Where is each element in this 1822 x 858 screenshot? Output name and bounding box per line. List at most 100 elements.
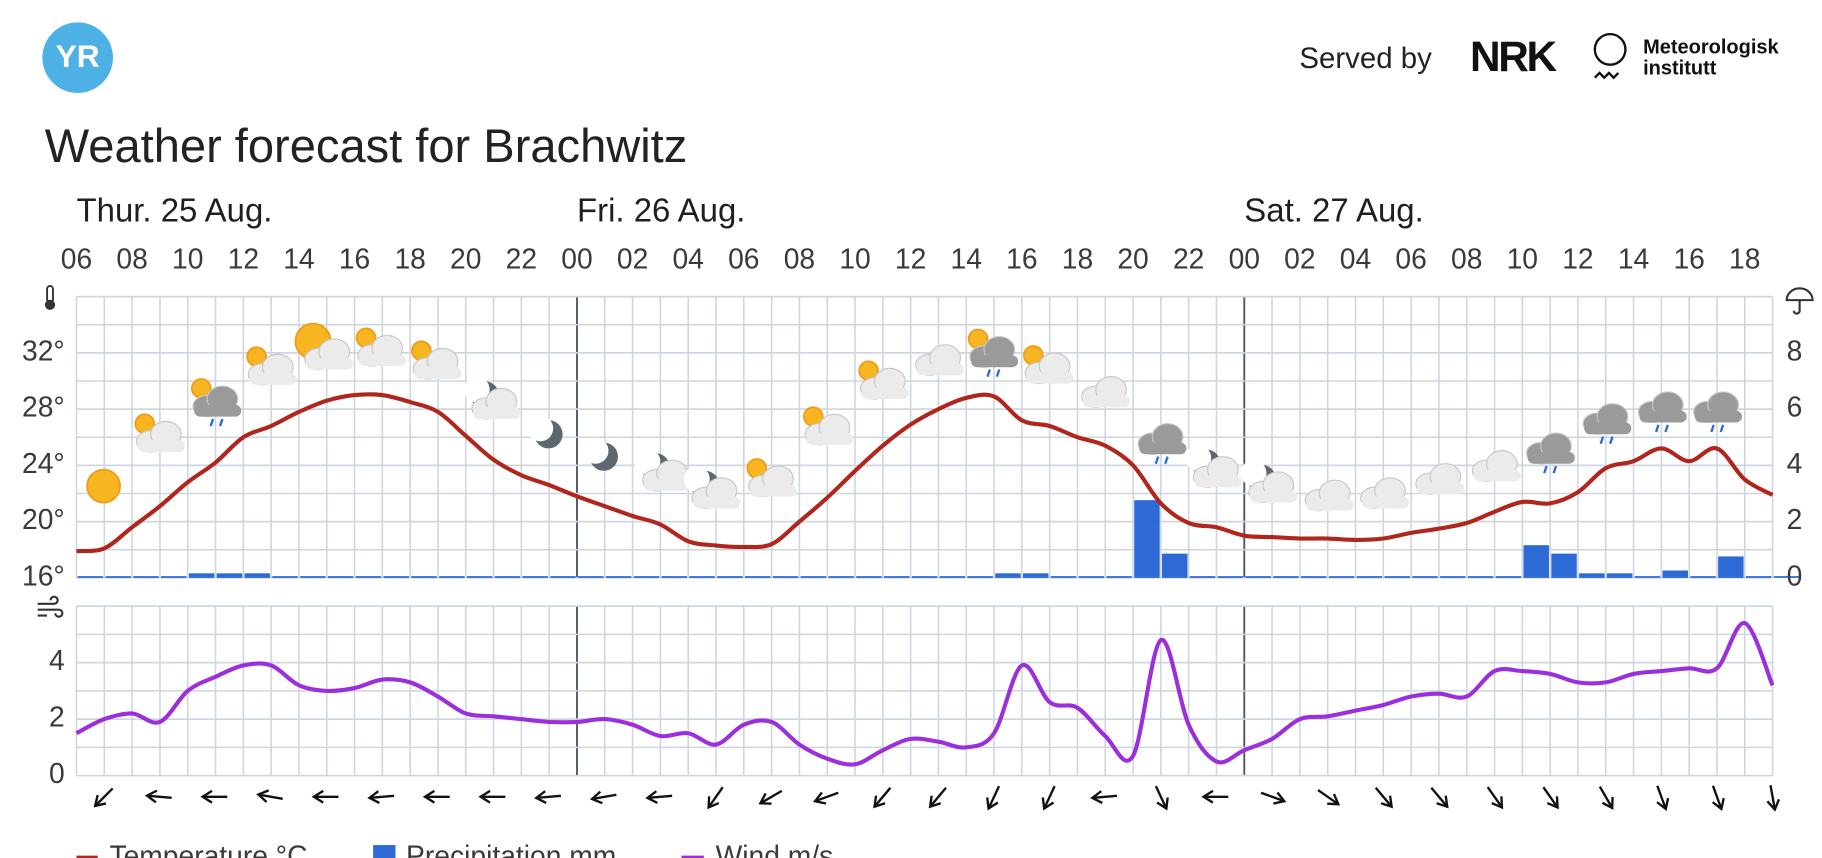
arrow-head — [367, 790, 380, 805]
logo-circle[interactable] — [42, 22, 113, 93]
weather-symbol — [1637, 391, 1687, 433]
x-tick-label: 20 — [450, 243, 481, 275]
wind-arrow — [1598, 786, 1614, 810]
weather-symbol — [746, 458, 797, 498]
x-tick-label: 12 — [228, 243, 259, 275]
x-tick-label: 00 — [561, 243, 592, 275]
bar — [1606, 573, 1633, 578]
weather-symbol — [1471, 450, 1521, 482]
met-name[interactable]: Meteorologisk — [1643, 37, 1779, 59]
arrow-shaft — [815, 791, 839, 802]
wind-arrow — [928, 787, 947, 809]
weather-symbol — [134, 413, 185, 453]
x-tick-label: 18 — [1062, 243, 1093, 275]
cloud — [693, 496, 741, 509]
x-tick-label: 20 — [1117, 243, 1148, 275]
bar — [856, 576, 882, 578]
bar — [605, 576, 632, 578]
arrow-head — [707, 796, 720, 810]
wind-arrow — [1154, 785, 1169, 811]
x-tick-label: 02 — [617, 243, 648, 275]
legend-label: Temperature °C — [109, 839, 307, 858]
arrow-head — [1491, 796, 1504, 810]
weather-symbol — [967, 328, 1019, 377]
line — [76, 392, 1774, 554]
sun — [86, 468, 121, 504]
bar — [800, 576, 827, 578]
x-tick-label: 06 — [1395, 243, 1426, 275]
arrow-shaft — [1656, 785, 1667, 809]
day-label: Sat. 27 Aug. — [1244, 192, 1423, 229]
bar — [1662, 570, 1688, 578]
bar — [1690, 576, 1716, 578]
cloud — [643, 479, 691, 491]
y2-tick-label: 4 — [1787, 447, 1803, 479]
x-tick-label: 08 — [784, 243, 815, 275]
legend-swatch — [373, 845, 396, 858]
x-tick-label: 18 — [1729, 243, 1760, 275]
arrow-shaft — [929, 787, 947, 807]
weather-symbol — [355, 327, 407, 367]
bar — [1773, 576, 1800, 578]
bar — [578, 576, 604, 578]
bar — [717, 576, 743, 578]
cloud — [1082, 395, 1130, 408]
rain-drop — [1710, 424, 1715, 433]
rain-drop — [1164, 456, 1169, 465]
x-tick-label: 04 — [1340, 243, 1371, 275]
cloud — [1361, 496, 1409, 509]
moon-cut — [683, 466, 710, 492]
arrow-shaft — [1374, 787, 1392, 807]
wind-arrow — [93, 787, 114, 808]
weather-symbol — [294, 322, 354, 371]
arrow-shaft — [1317, 789, 1339, 805]
weather-symbol — [582, 437, 618, 471]
wind-arrow — [367, 790, 395, 805]
bar — [744, 576, 771, 578]
y-tick-label: 0 — [49, 757, 65, 789]
moon-cut — [1240, 460, 1267, 487]
arrow-head — [928, 795, 942, 809]
nrk-logo[interactable]: NRK — [1470, 33, 1560, 80]
arrow-head — [758, 792, 772, 805]
rain-drop — [1552, 465, 1558, 474]
weather-symbol — [1185, 444, 1242, 488]
arrow-head — [144, 789, 158, 804]
rain-drop — [1719, 424, 1725, 433]
cloud — [1584, 422, 1632, 435]
moon-cut — [634, 448, 661, 475]
arrow-shaft — [259, 793, 283, 801]
met-name[interactable]: institutt — [1643, 58, 1717, 80]
cloud — [1026, 371, 1074, 384]
wind-arrow — [986, 785, 1001, 811]
wind-arrow — [873, 787, 892, 809]
x-tick-label: 04 — [672, 243, 703, 275]
arrow-head — [1380, 795, 1394, 809]
bar — [327, 576, 354, 578]
cloud — [1473, 469, 1521, 482]
wind-arrow — [200, 789, 228, 804]
wind-arrow — [589, 790, 617, 805]
wind-arrow — [1656, 785, 1670, 812]
weather-symbol — [411, 340, 462, 380]
arrow-shaft — [988, 785, 1001, 808]
y2-tick-label: 2 — [1787, 503, 1803, 535]
umbrella-icon — [1785, 287, 1814, 315]
weather-symbol — [1304, 479, 1354, 512]
x-tick-label: 08 — [116, 243, 147, 275]
arrow-head — [256, 789, 270, 803]
bar — [1551, 553, 1577, 578]
rain-drop — [1654, 424, 1660, 433]
bar — [661, 576, 688, 578]
day-label: Thur. 25 Aug. — [77, 192, 273, 229]
bar — [1745, 576, 1772, 578]
cloud — [1694, 410, 1742, 423]
logo[interactable]: YR — [56, 38, 100, 74]
wind-arrow — [1430, 787, 1449, 809]
wind-icon — [37, 595, 64, 618]
arrow-head — [645, 790, 658, 805]
x-tick-label: 06 — [728, 243, 759, 275]
served-by: Served by — [1299, 42, 1432, 75]
